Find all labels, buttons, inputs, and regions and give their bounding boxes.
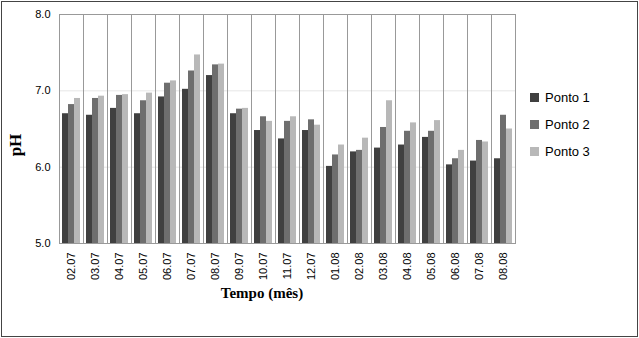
svg-text:7.0: 7.0 [35, 84, 50, 96]
html-text:pH: pH [6, 133, 25, 156]
svg-text:05.08: 05.08 [425, 253, 437, 281]
svg-text:06.08: 06.08 [449, 253, 461, 281]
svg-text:03.07: 03.07 [89, 253, 101, 281]
svg-text:09.07: 09.07 [233, 253, 245, 281]
svg-text:04.08: 04.08 [401, 253, 413, 281]
svg-text:11.07: 11.07 [281, 253, 293, 280]
svg-text:06.07: 06.07 [161, 253, 173, 281]
svg-text:5.0: 5.0 [35, 237, 50, 249]
html-text:Ponto 1: Ponto 1 [545, 90, 590, 105]
html-text:Ponto 3: Ponto 3 [545, 144, 590, 159]
svg-text:02.08: 02.08 [353, 253, 365, 281]
html-text:Ponto 2: Ponto 2 [545, 117, 590, 132]
svg-text:6.0: 6.0 [35, 161, 50, 173]
svg-text:04.07: 04.07 [113, 253, 125, 281]
svg-text:05.07: 05.07 [137, 253, 149, 281]
svg-text:8.0: 8.0 [35, 8, 50, 20]
svg-text:07.08: 07.08 [473, 253, 485, 281]
svg-text:10.07: 10.07 [257, 253, 269, 281]
svg-text:07.07: 07.07 [185, 253, 197, 281]
svg-text:12.07: 12.07 [305, 253, 317, 281]
html-text:Tempo (mês): Tempo (mês) [220, 285, 304, 301]
svg-text:01.08: 01.08 [329, 253, 341, 281]
svg-text:08.08: 08.08 [497, 253, 509, 281]
svg-text:02.07: 02.07 [65, 253, 77, 281]
svg-text:08.07: 08.07 [209, 253, 221, 281]
svg-text:03.08: 03.08 [377, 253, 389, 281]
